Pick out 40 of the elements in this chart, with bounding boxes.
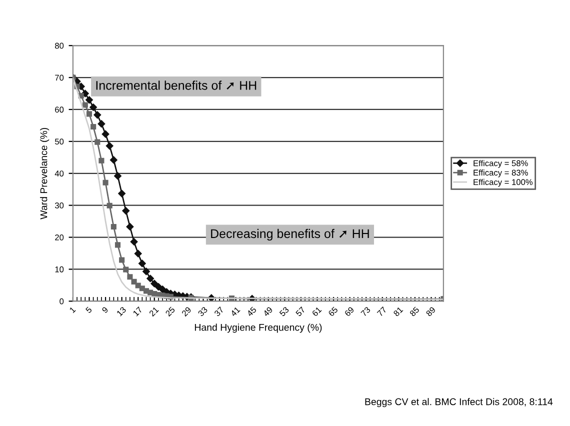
- x-tick-label: 77: [376, 306, 387, 317]
- y-tick-label: 30: [54, 202, 64, 208]
- x-tick-label: 1: [69, 306, 76, 314]
- legend-label: Efficacy = 100%: [474, 178, 533, 187]
- x-tick-label: 9: [102, 306, 108, 314]
- x-tick-label: 57: [295, 306, 306, 317]
- x-tick-label: 49: [262, 306, 273, 317]
- x-tick-label: 73: [360, 306, 371, 317]
- x-tick-label: 37: [214, 306, 224, 317]
- legend-label: Efficacy = 58%: [474, 160, 528, 168]
- x-tick-label: 81: [393, 306, 404, 317]
- x-tick-label: 69: [344, 306, 354, 317]
- x-tick-label: 33: [198, 306, 208, 317]
- x-tick-label: 61: [312, 306, 322, 317]
- legend-label: Efficacy = 83%: [474, 170, 528, 178]
- x-tick-label: 65: [328, 306, 338, 317]
- x-tick-label: 53: [279, 306, 290, 317]
- x-tick-label: 13: [116, 306, 126, 316]
- y-axis-title: Ward Prevelance (%): [40, 128, 50, 220]
- x-tick-label: 21: [148, 306, 159, 317]
- y-tick-label: 10: [55, 266, 64, 272]
- x-tick-label: 29: [181, 306, 192, 317]
- x-tick-label: 45: [246, 306, 257, 317]
- y-tick-label: 80: [55, 42, 64, 49]
- x-tick-label: 5: [85, 306, 92, 314]
- y-tick-label: 20: [55, 234, 64, 240]
- x-tick-label: 89: [426, 306, 436, 317]
- y-tick-label: 40: [54, 170, 64, 176]
- y-tick-label: 70: [55, 74, 64, 81]
- x-tick-label: 25: [165, 306, 176, 317]
- x-tick-label: 85: [409, 306, 420, 317]
- x-tick-label: 17: [132, 306, 143, 316]
- x-tick-label: 41: [230, 306, 240, 317]
- text: Beggs CV et al. BMC Infect Dis 2008, 8:114: [365, 398, 553, 408]
- y-tick-label: 60: [55, 106, 64, 113]
- annotation: Incremental benefits of ➚ HH: [96, 80, 256, 90]
- x-axis-title: Hand Hygiene Frequency (%): [194, 324, 322, 333]
- y-tick-label: 50: [54, 138, 64, 145]
- annotation: Decreasing benefits of ➚ HH: [211, 228, 369, 241]
- y-tick-label: 0: [60, 298, 64, 304]
